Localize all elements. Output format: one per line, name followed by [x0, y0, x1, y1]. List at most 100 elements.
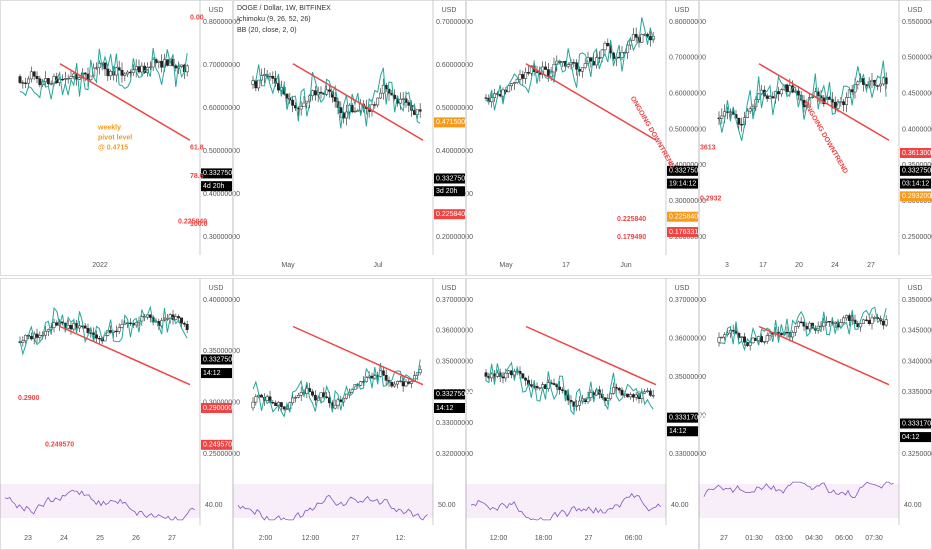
axis-unit: USD: [675, 7, 690, 14]
candle-body: [27, 78, 30, 84]
candle-body: [418, 369, 422, 374]
candle-body: [867, 320, 871, 324]
time-label: 12:: [396, 535, 406, 542]
time-label: 24: [831, 262, 839, 269]
price-tag: [667, 165, 698, 176]
price-label: 0.25000000: [902, 234, 932, 241]
candle-body: [376, 97, 380, 106]
candle-body: [771, 96, 775, 99]
candle-body: [407, 381, 411, 384]
price-label: 0.35000000: [669, 374, 706, 381]
rsi-band: [466, 484, 666, 518]
time-label: 27: [168, 535, 176, 542]
candle-body: [589, 392, 593, 398]
rsi-band: [699, 484, 899, 518]
candle-body: [720, 115, 724, 119]
candle-body: [35, 75, 39, 80]
price-tag-text: 0.33275000: [436, 175, 473, 182]
candle-body: [339, 107, 343, 114]
price-label: 0.20000000: [436, 234, 473, 241]
price-label: 0.32000000: [436, 451, 473, 458]
candle-body: [328, 89, 331, 92]
candle-body: [578, 400, 581, 406]
price-tag-text: 0.47150000: [436, 119, 473, 126]
indicator-line: [252, 64, 421, 129]
candle-body: [634, 34, 638, 38]
candle-body: [484, 372, 488, 377]
candle-body: [558, 386, 562, 390]
candle-body: [575, 405, 579, 407]
legend-text: BB (20, close, 2, 0): [237, 27, 297, 34]
candle-body: [311, 90, 314, 97]
rsi-label: 40.00: [671, 502, 689, 509]
candle-body: [296, 395, 300, 398]
time-label: May: [499, 262, 513, 269]
candle-body: [83, 325, 87, 329]
candle-body: [24, 334, 28, 342]
panel-border: [699, 0, 932, 276]
price-tag-text: 3d 20h: [436, 188, 458, 195]
candle-body: [165, 318, 169, 320]
candle-body: [646, 390, 649, 392]
candle-body: [32, 71, 36, 77]
price-label: 0.35000000: [902, 297, 932, 304]
candle-body: [52, 322, 56, 328]
price-tag-text: 0.22584000: [436, 211, 473, 218]
price-tag-text: 14:12: [669, 428, 687, 435]
candle-body: [720, 336, 724, 339]
candle-body: [103, 335, 107, 342]
candle-body: [379, 92, 382, 99]
candle-body: [319, 91, 323, 94]
price-tag-text: 0.36130000: [902, 150, 932, 157]
price-tag-text: 0.33275000: [436, 391, 473, 398]
candle-body: [137, 66, 141, 73]
price-tag: [667, 426, 698, 437]
price-label: 0.60000000: [669, 91, 706, 98]
candle-body: [381, 370, 385, 376]
candle-body: [299, 106, 303, 110]
price-label: 0.50000000: [436, 105, 473, 112]
indicator-line: [252, 359, 421, 418]
candle-body: [21, 82, 25, 84]
rsi-label: 40.00: [205, 502, 223, 509]
candle-body: [319, 392, 323, 399]
candle-body: [490, 373, 494, 379]
candle-body: [881, 320, 885, 326]
price-label: 0.40000000: [902, 126, 932, 133]
candle-body: [620, 389, 624, 396]
candle-body: [38, 78, 42, 85]
price-label: 0.70000000: [203, 62, 240, 69]
candle-body: [185, 65, 189, 73]
candle-body: [535, 386, 539, 389]
time-label: 17: [759, 262, 767, 269]
indicator-line: [718, 306, 887, 352]
candle-body: [271, 402, 275, 404]
candle-body: [600, 49, 604, 58]
price-tag: [900, 148, 931, 158]
candle-body: [404, 381, 408, 387]
candle-body: [117, 67, 121, 71]
candle-body: [24, 82, 28, 84]
candle-body: [140, 65, 144, 73]
price-tag: [667, 412, 698, 423]
price-tag-text: 14:12: [436, 405, 454, 412]
rsi-label: 40.00: [904, 502, 922, 509]
price-label: 0.60000000: [436, 62, 473, 69]
candle-body: [856, 81, 860, 85]
candle-body: [126, 322, 130, 324]
candle-body: [345, 111, 348, 119]
candle-body: [109, 330, 113, 333]
candle-body: [794, 90, 797, 93]
candle-body: [18, 76, 22, 83]
candle-body: [117, 327, 121, 332]
trend-line: [292, 63, 424, 141]
candle-body: [864, 319, 868, 321]
candle-body: [796, 321, 800, 327]
candle-body: [870, 317, 874, 324]
price-label: 0.40000000: [203, 297, 240, 304]
price-label: 0.80000000: [203, 19, 240, 26]
candle-body: [631, 34, 635, 41]
price-label: 0.50000000: [902, 55, 932, 62]
candle-body: [69, 325, 73, 330]
price-label: 0.37000000: [669, 297, 706, 304]
